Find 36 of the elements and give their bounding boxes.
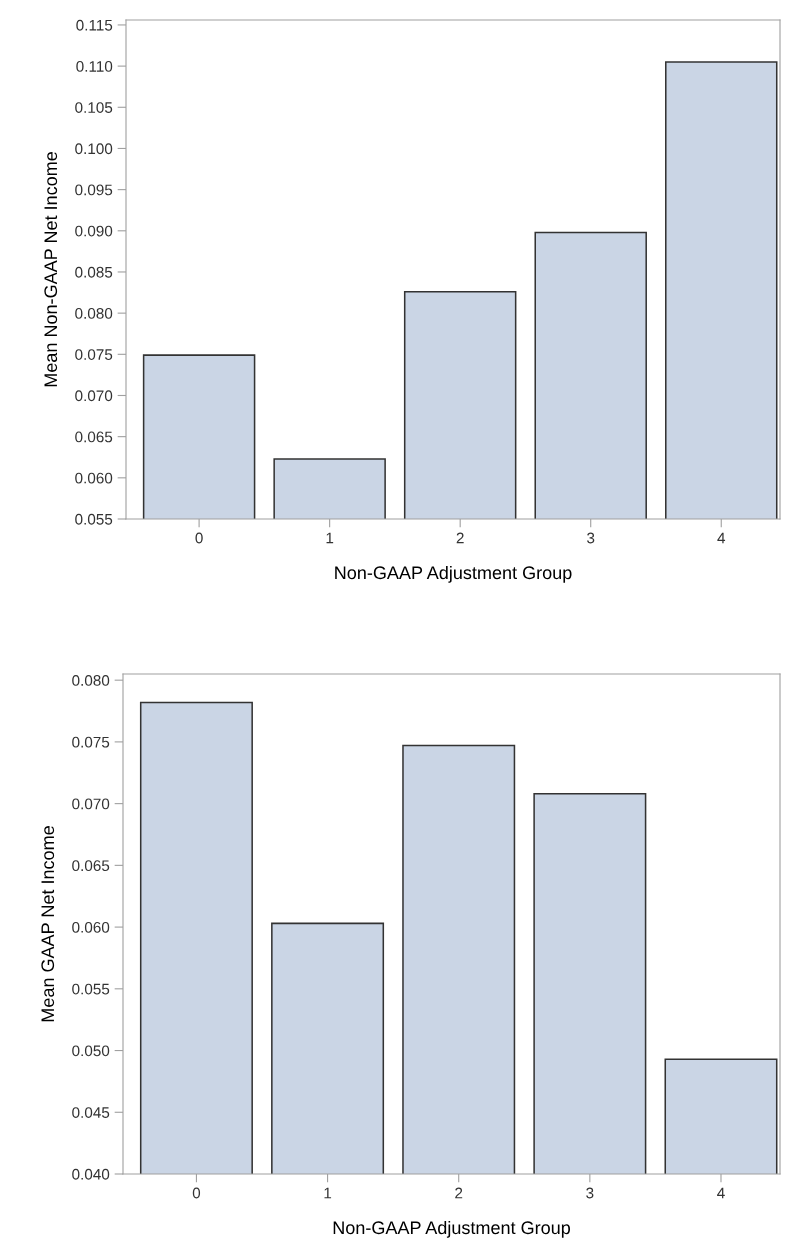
y-tick-label: 0.055: [75, 513, 113, 525]
y-tick-label: 0.060: [72, 921, 110, 933]
y-tick-label: 0.045: [72, 1107, 110, 1118]
y-tick-label: 0.050: [72, 1045, 110, 1057]
x-tick-label: 3: [587, 532, 595, 544]
y-tick-label: 0.070: [72, 798, 110, 810]
y-tick-label: 0.055: [72, 983, 110, 995]
x-tick-label: 2: [455, 1187, 463, 1199]
y-tick-label: 0.065: [75, 431, 113, 443]
y-tick-label: 0.080: [72, 675, 110, 686]
x-tick-label: 0: [192, 1187, 201, 1199]
y-axis-title: Mean Non-GAAP Net Income: [44, 152, 58, 387]
y-tick-label: 0.110: [76, 60, 113, 72]
x-axis-title: Non-GAAP Adjustment Group: [335, 565, 572, 583]
x-axis-title: Non-GAAP Adjustment Group: [333, 1220, 571, 1238]
y-tick-label: 0.065: [72, 860, 110, 872]
y-tick-label: 0.075: [72, 736, 110, 748]
y-tick-label: 0.090: [75, 225, 113, 237]
y-tick-label: 0.070: [75, 390, 113, 402]
y-tick-label: 0.040: [72, 1168, 110, 1180]
y-tick-label: 0.075: [75, 349, 113, 360]
x-tick-label: 3: [586, 1187, 594, 1199]
y-tick-label: 0.060: [75, 472, 113, 484]
y-tick-label: 0.115: [76, 19, 113, 31]
y-tick-label: 0.095: [75, 184, 113, 196]
y-tick-label: 0.085: [75, 266, 113, 278]
x-tick-label: 4: [717, 1187, 725, 1199]
y-tick-label: 0.105: [75, 102, 113, 113]
y-tick-label: 0.080: [75, 308, 113, 319]
y-tick-label: 0.100: [75, 143, 113, 155]
x-tick-label: 1: [326, 532, 334, 544]
x-tick-label: 0: [195, 532, 203, 544]
x-tick-label: 1: [324, 1187, 332, 1199]
x-tick-label: 4: [717, 532, 726, 544]
x-tick-label: 2: [456, 532, 464, 544]
y-axis-title: Mean GAAP Net Income: [41, 826, 55, 1022]
